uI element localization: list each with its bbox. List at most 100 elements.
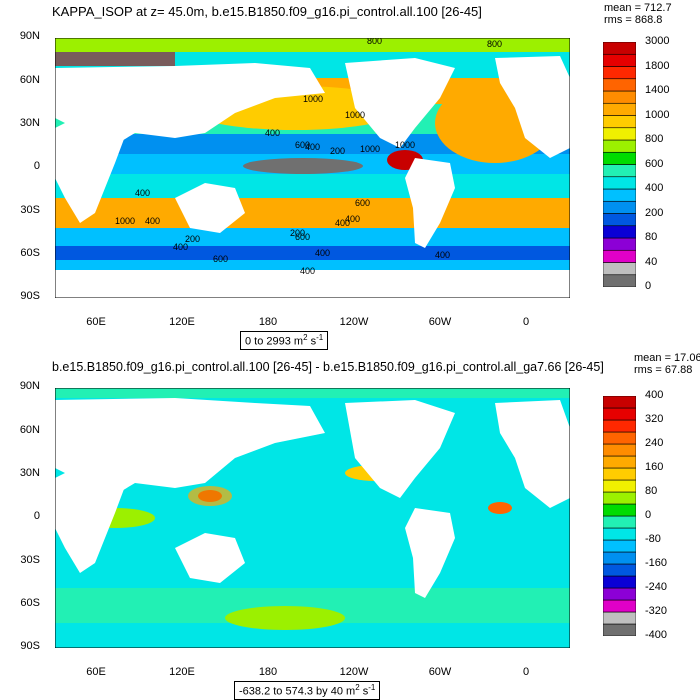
top-colorbar-box xyxy=(603,213,636,227)
bottom-colorbar-label: -240 xyxy=(645,581,668,593)
bottom-colorbar-box xyxy=(603,467,636,481)
bottom-xtick-0: 0 xyxy=(522,666,530,678)
top-contour-label: 400 xyxy=(305,142,320,152)
bottom-xtick-180: 180 xyxy=(258,666,278,678)
bottom-colorbar-label: -80 xyxy=(645,533,661,545)
top-ytick-30S: 30S xyxy=(20,204,40,216)
top-contour-label: 1000 xyxy=(360,144,380,154)
bottom-xtick-120E: 120E xyxy=(169,666,195,678)
top-colorbar-box xyxy=(603,102,636,116)
top-land-south-america xyxy=(405,158,455,248)
top-colorbar-box xyxy=(603,237,636,251)
bottom-ytick-60S: 60S xyxy=(20,597,40,609)
top-contour-label: 400 xyxy=(135,188,150,198)
bottom-colorbar-box xyxy=(603,611,636,625)
top-colorbar-label: 0 xyxy=(645,280,652,292)
top-land-australia xyxy=(175,183,245,233)
bottom-colorbar-box xyxy=(603,527,636,541)
top-plot-title: KAPPA_ISOP at z= 45.0m, b.e15.B1850.f09_… xyxy=(52,4,482,19)
top-xtick-60E: 60E xyxy=(86,316,106,328)
top-contour-label: 400 xyxy=(335,218,350,228)
top-colorbar-box xyxy=(603,274,636,287)
top-colorbar-box xyxy=(603,66,636,80)
top-colorbar-box xyxy=(603,188,636,202)
bottom-ytick-0: 0 xyxy=(33,510,40,522)
top-colorbar-box xyxy=(603,78,636,92)
bottom-colorbar-box xyxy=(603,431,636,445)
top-mean-stat: mean = 712.7 xyxy=(604,2,672,14)
bottom-colorbar-label: -320 xyxy=(645,605,668,617)
bottom-colorbar-box xyxy=(603,419,636,433)
bottom-colorbar-label: -400 xyxy=(645,629,668,641)
bottom-colorbar xyxy=(603,396,636,636)
top-colorbar-label: 1800 xyxy=(645,59,670,72)
bottom-colorbar-box xyxy=(603,551,636,565)
top-colorbar-box xyxy=(603,262,636,276)
top-land-north-america xyxy=(345,58,455,148)
top-xtick-120E: 120E xyxy=(169,316,195,328)
top-xtick-180: 180 xyxy=(258,316,278,328)
bottom-colorbar-box xyxy=(603,443,636,457)
bottom-colorbar-box xyxy=(603,599,636,613)
bottom-colorbar-box xyxy=(603,491,636,505)
top-contour-label: 400 xyxy=(173,242,188,252)
bottom-colorbar-label: -160 xyxy=(645,557,668,569)
bottom-colorbar-box xyxy=(603,455,636,469)
top-ytick-30N: 30N xyxy=(19,117,40,129)
bottom-ytick-90S: 90S xyxy=(20,640,40,652)
bottom-map-plot xyxy=(55,388,570,648)
bottom-colorbar-box xyxy=(603,587,636,601)
top-colorbar-box xyxy=(603,115,636,129)
top-xtick-0: 0 xyxy=(522,316,530,328)
top-colorbar-label: 40 xyxy=(645,255,658,268)
top-rms-stat: rms = 868.8 xyxy=(604,14,663,26)
top-contour-label: 600 xyxy=(295,232,310,242)
top-contour-label: 400 xyxy=(435,250,450,260)
top-colorbar-box xyxy=(603,176,636,190)
top-xtick-120W: 120W xyxy=(339,316,369,328)
top-colorbar-box xyxy=(603,249,636,263)
bottom-rms-stat: rms = 67.88 xyxy=(634,364,693,376)
top-colorbar-box xyxy=(603,200,636,214)
top-contour-label: 1000 xyxy=(395,140,415,150)
bottom-colorbar-label: 320 xyxy=(645,413,664,425)
top-land-africa xyxy=(55,108,130,223)
bottom-mean-stat: mean = 17.06 xyxy=(634,352,700,364)
bottom-ytick-30N: 30N xyxy=(19,467,40,479)
top-contour-label: 400 xyxy=(300,266,315,276)
top-colorbar-label: 200 xyxy=(645,206,664,219)
bottom-colorbar-box xyxy=(603,407,636,421)
bottom-colorbar-box xyxy=(603,623,636,636)
top-contour-label: 400 xyxy=(265,128,280,138)
top-colorbar xyxy=(603,42,636,287)
bottom-colorbar-box xyxy=(603,539,636,553)
top-contour-label: 200 xyxy=(185,234,200,244)
top-contour-label: 1000 xyxy=(303,94,323,104)
bottom-colorbar-box xyxy=(603,479,636,493)
top-contour-label: 200 xyxy=(330,146,345,156)
top-xtick-60W: 60W xyxy=(428,316,452,328)
bottom-xtick-60W: 60W xyxy=(428,666,452,678)
top-contour-label: 200 xyxy=(290,228,305,238)
bottom-colorbar-box xyxy=(603,503,636,517)
top-colorbar-box xyxy=(603,42,636,55)
top-ytick-90N: 90N xyxy=(19,30,40,42)
top-colorbar-label: 3000 xyxy=(645,35,670,47)
top-colorbar-label: 400 xyxy=(645,182,664,194)
top-contour-label: 1000 xyxy=(115,216,135,226)
top-colorbar-box xyxy=(603,90,636,104)
top-contour-label: 600 xyxy=(355,198,370,208)
bottom-ytick-30S: 30S xyxy=(20,554,40,566)
bottom-colorbar-box xyxy=(603,396,636,409)
top-contour-label: 800 xyxy=(487,39,502,49)
bottom-colorbar-box xyxy=(603,575,636,589)
bottom-colorbar-box xyxy=(603,563,636,577)
bottom-ytick-90N: 90N xyxy=(19,380,40,392)
top-ytick-0: 0 xyxy=(33,160,40,172)
top-ytick-60N: 60N xyxy=(19,74,40,86)
bottom-colorbar-label: 400 xyxy=(645,389,664,401)
top-contour-label: 1000 xyxy=(345,110,365,120)
top-colorbar-box xyxy=(603,139,636,153)
